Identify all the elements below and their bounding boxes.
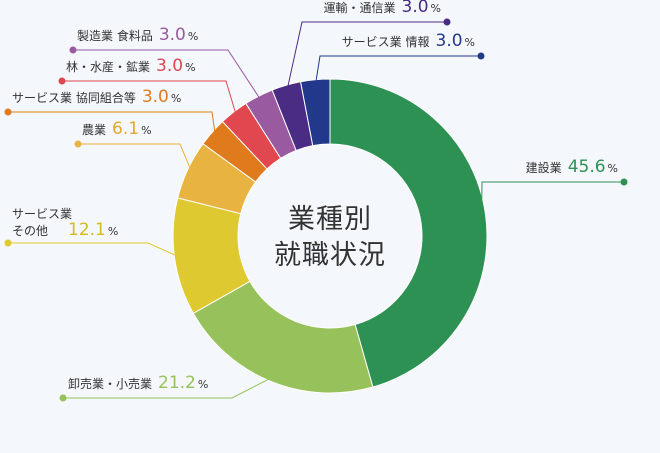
slice-label-2: 卸売業・小売業 21.2%	[68, 373, 208, 393]
leader-line-3	[8, 242, 179, 258]
leader-dot-8	[443, 18, 451, 26]
leader-line-2	[63, 377, 273, 399]
leader-line-5	[8, 111, 216, 135]
slice-label-5: サービス業 協同組合等 3.0%	[12, 87, 181, 107]
leader-dot-4	[74, 140, 82, 148]
slice-2	[192, 280, 374, 394]
slice-label-8: 運輸・通信業 3.0%	[323, 0, 441, 17]
leader-dot-1	[620, 178, 628, 186]
leader-line-7	[73, 49, 261, 100]
donut-slices	[172, 78, 488, 394]
slice-label-4: 農業 6.1%	[82, 119, 152, 139]
leader-dot-7	[69, 46, 77, 54]
leader-line-6	[62, 80, 237, 116]
leader-dot-3	[4, 239, 12, 247]
slice-label-7: 製造業 食料品 3.0%	[77, 25, 198, 45]
leader-dot-6	[58, 77, 66, 85]
leader-line-9	[315, 55, 481, 84]
slice-labels: 建設業 45.6 % 卸売業・小売業 21.2 % サービス業その他 12.1 % 農業 6.1 % サ…	[12, 0, 618, 393]
slice-1	[329, 78, 488, 388]
leader-dot-9	[477, 52, 485, 60]
chart-title-line-2: 就職状況	[274, 240, 386, 271]
leader-line-8	[286, 21, 447, 90]
slice-label-9: サービス業 情報 3.0%	[342, 31, 475, 51]
leader-line-1	[481, 181, 624, 215]
chart-title-line-1: 業種別	[288, 204, 372, 235]
slice-9	[299, 78, 331, 147]
leader-line-4	[78, 143, 192, 172]
leader-lines	[4, 18, 628, 402]
leader-dot-2	[59, 394, 67, 402]
slice-label-3: サービス業その他 12.1%	[12, 207, 118, 240]
slice-label-1: 建設業 45.6%	[526, 157, 618, 177]
leader-dot-5	[4, 108, 12, 116]
slice-label-6: 林・水産・鉱業 3.0%	[66, 56, 196, 76]
